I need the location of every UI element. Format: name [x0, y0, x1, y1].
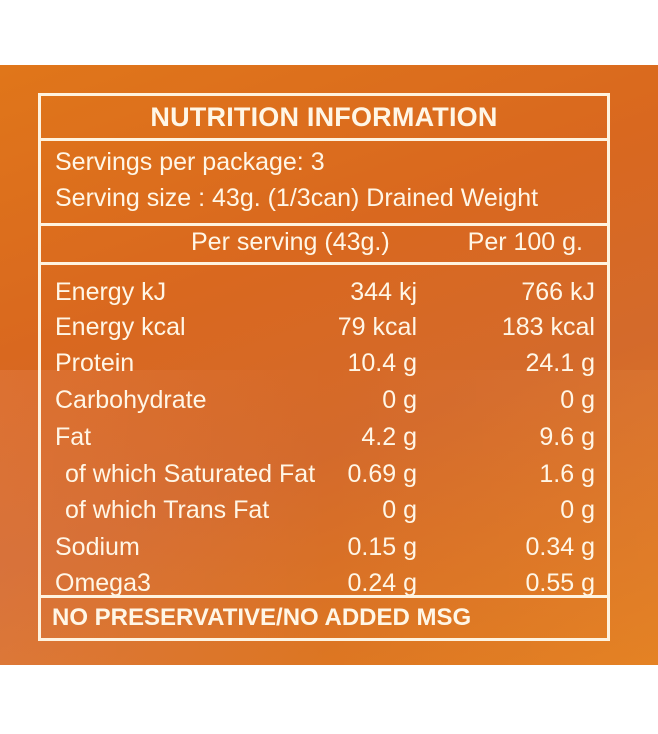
nutrition-label: NUTRITION INFORMATION Servings per packa… [38, 93, 610, 641]
per-serving-value: 0 g [382, 496, 417, 524]
per-100g-value: 24.1 g [525, 349, 595, 377]
label-footer: NO PRESERVATIVE/NO ADDED MSG [41, 595, 607, 638]
nutrient-name: of which Trans Fat [65, 496, 270, 524]
nutrient-name: of which Saturated Fat [65, 460, 316, 488]
nutrient-name: Sodium [55, 533, 140, 561]
per-serving-value: 0.24 g [347, 569, 417, 597]
nutrient-row-energy-kcal: Energy kcal 79 kcal 183 kcal [41, 309, 607, 346]
per-100g-value: 766 kJ [521, 278, 595, 306]
nutrient-row-sodium: Sodium 0.15 g 0.34 g [41, 529, 607, 566]
per-serving-value: 344 kj [350, 278, 417, 306]
servings-per-package: Servings per package: 3 [55, 148, 325, 176]
per-serving-value: 0 g [382, 386, 417, 414]
column-header-per-100g: Per 100 g. [467, 228, 583, 256]
nutrient-name: Fat [55, 423, 92, 451]
nutrient-row-fat: Fat 4.2 g 9.6 g [41, 419, 607, 456]
per-100g-value: 0 g [560, 496, 595, 524]
per-100g-value: 1.6 g [539, 460, 595, 488]
per-serving-value: 4.2 g [361, 423, 417, 451]
nutrient-name: Omega3 [55, 569, 151, 597]
nutrient-row-trans-fat: of which Trans Fat 0 g 0 g [41, 492, 607, 529]
nutrient-row-protein: Protein 10.4 g 24.1 g [41, 345, 607, 382]
nutrient-name: Carbohydrate [55, 386, 207, 414]
column-header-per-serving: Per serving (43g.) [191, 228, 390, 256]
nutrient-row-energy-kj: Energy kJ 344 kj 766 kJ [41, 274, 607, 311]
per-serving-value: 0.15 g [347, 533, 417, 561]
serving-size: Serving size : 43g. (1/3can) Drained Wei… [55, 184, 539, 212]
nutrient-row-carbohydrate: Carbohydrate 0 g 0 g [41, 382, 607, 419]
per-100g-value: 9.6 g [539, 423, 595, 451]
per-serving-value: 10.4 g [347, 349, 417, 377]
nutrient-name: Energy kcal [55, 313, 186, 341]
nutrient-name: Protein [55, 349, 135, 377]
per-serving-value: 79 kcal [337, 313, 417, 341]
label-title: NUTRITION INFORMATION [41, 96, 607, 141]
label-background [0, 65, 658, 665]
nutrient-name: Energy kJ [55, 278, 167, 306]
per-100g-value: 183 kcal [501, 313, 595, 341]
per-serving-value: 0.69 g [347, 460, 417, 488]
per-100g-value: 0.34 g [525, 533, 595, 561]
column-header-row: Per serving (43g.) Per 100 g. [41, 223, 607, 265]
nutrient-row-saturated-fat: of which Saturated Fat 0.69 g 1.6 g [41, 456, 607, 493]
label-background-fade [0, 370, 658, 665]
per-100g-value: 0.55 g [525, 569, 595, 597]
per-100g-value: 0 g [560, 386, 595, 414]
nutrient-row-omega3: Omega3 0.24 g 0.55 g [41, 565, 607, 602]
